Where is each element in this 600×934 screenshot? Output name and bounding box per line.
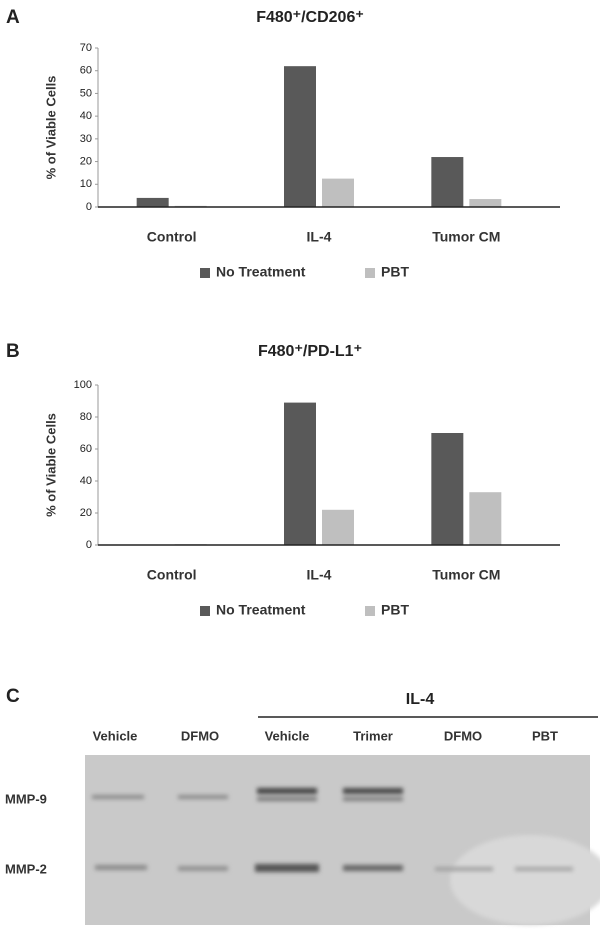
- band: [515, 867, 573, 871]
- band-label: MMP-9: [5, 791, 47, 806]
- gel-smudge: [450, 835, 600, 925]
- bar: [322, 178, 354, 207]
- x-tick-label: Tumor CM: [432, 229, 500, 245]
- band: [343, 788, 403, 794]
- y-tick-label: 20: [80, 155, 92, 167]
- y-tick-label: 40: [80, 475, 92, 487]
- y-tick-label: 40: [80, 110, 92, 122]
- y-tick-label: 70: [80, 42, 92, 54]
- legend-swatch: [365, 268, 375, 278]
- legend-swatch: [365, 606, 375, 616]
- lane-label: DFMO: [181, 728, 219, 743]
- chart-title: F480⁺/PD-L1⁺: [258, 343, 362, 360]
- legend-label: PBT: [381, 264, 409, 280]
- panel-label: B: [6, 341, 20, 362]
- x-tick-label: Control: [147, 567, 197, 583]
- y-tick-label: 0: [86, 539, 92, 551]
- band: [343, 865, 403, 871]
- band: [435, 867, 493, 871]
- legend-label: No Treatment: [216, 602, 306, 618]
- lane-label: DFMO: [444, 728, 482, 743]
- bar: [431, 433, 464, 545]
- y-tick-label: 10: [80, 178, 92, 190]
- band-label: MMP-2: [5, 861, 47, 876]
- band: [343, 797, 403, 801]
- legend-swatch: [200, 606, 210, 616]
- lane-label: Vehicle: [265, 728, 310, 743]
- x-tick-label: IL-4: [307, 567, 332, 583]
- y-tick-label: 20: [80, 507, 92, 519]
- band: [255, 864, 319, 872]
- x-tick-label: Control: [147, 229, 197, 245]
- y-tick-label: 80: [80, 411, 92, 423]
- x-tick-label: IL-4: [307, 229, 332, 245]
- bands: [92, 788, 573, 872]
- y-axis-label: % of Viable Cells: [43, 413, 58, 517]
- band: [257, 797, 317, 801]
- panel-label: A: [6, 7, 20, 28]
- band: [92, 795, 144, 799]
- bar: [431, 157, 464, 207]
- legend-label: PBT: [381, 602, 409, 618]
- y-tick-label: 60: [80, 65, 92, 77]
- panel-label: C: [6, 686, 20, 707]
- group-label: IL-4: [406, 691, 435, 708]
- gel-panel: C IL-4 Vehicle DFMO Vehicle Trimer DFMO …: [5, 686, 600, 925]
- bar: [284, 66, 316, 208]
- band: [95, 865, 147, 870]
- bar: [469, 199, 502, 207]
- y-tick-label: 100: [74, 379, 92, 391]
- band: [257, 788, 317, 794]
- bar: [322, 509, 354, 545]
- bar: [469, 492, 502, 545]
- legend-label: No Treatment: [216, 264, 306, 280]
- lane-label: Vehicle: [93, 728, 138, 743]
- y-tick-label: 30: [80, 133, 92, 145]
- band: [178, 866, 228, 871]
- y-axis-label: % of Viable Cells: [43, 76, 58, 180]
- y-tick-label: 60: [80, 443, 92, 455]
- band: [178, 795, 228, 799]
- y-tick-label: 50: [80, 87, 92, 99]
- lane-label: PBT: [532, 728, 558, 743]
- legend-swatch: [200, 268, 210, 278]
- bar: [284, 402, 316, 545]
- x-tick-label: Tumor CM: [432, 567, 500, 583]
- lane-label: Trimer: [353, 728, 393, 743]
- bar: [136, 197, 169, 207]
- chart-title: F480⁺/CD206⁺: [256, 9, 364, 26]
- y-tick-label: 0: [86, 201, 92, 213]
